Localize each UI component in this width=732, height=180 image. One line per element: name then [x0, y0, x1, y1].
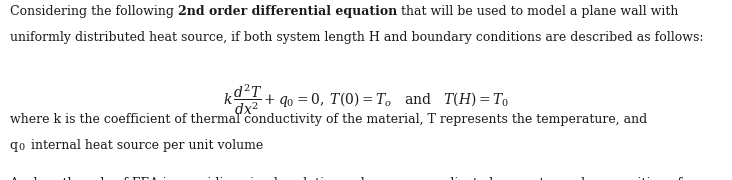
Text: Analyze the role of FEA in providing simple solutions whenever complicated geome: Analyze the role of FEA in providing sim… — [10, 177, 683, 180]
Text: that will be used to model a plane wall with: that will be used to model a plane wall … — [397, 5, 678, 18]
Text: 0: 0 — [18, 143, 24, 152]
Text: q: q — [10, 139, 18, 152]
Text: $k\,\dfrac{d^2T}{dx^2} + q_0 = 0, \; T(0) = T_o \quad \mathrm{and} \quad T(H) = : $k\,\dfrac{d^2T}{dx^2} + q_0 = 0, \; T(0… — [223, 82, 509, 117]
Text: where k is the coefficient of thermal conductivity of the material, T represents: where k is the coefficient of thermal co… — [10, 112, 647, 125]
Text: Considering the following: Considering the following — [10, 5, 178, 18]
Text: internal heat source per unit volume: internal heat source per unit volume — [27, 139, 264, 152]
Text: uniformly distributed heat source, if both system length H and boundary conditio: uniformly distributed heat source, if bo… — [10, 31, 703, 44]
Text: 2nd order differential equation: 2nd order differential equation — [178, 5, 397, 18]
